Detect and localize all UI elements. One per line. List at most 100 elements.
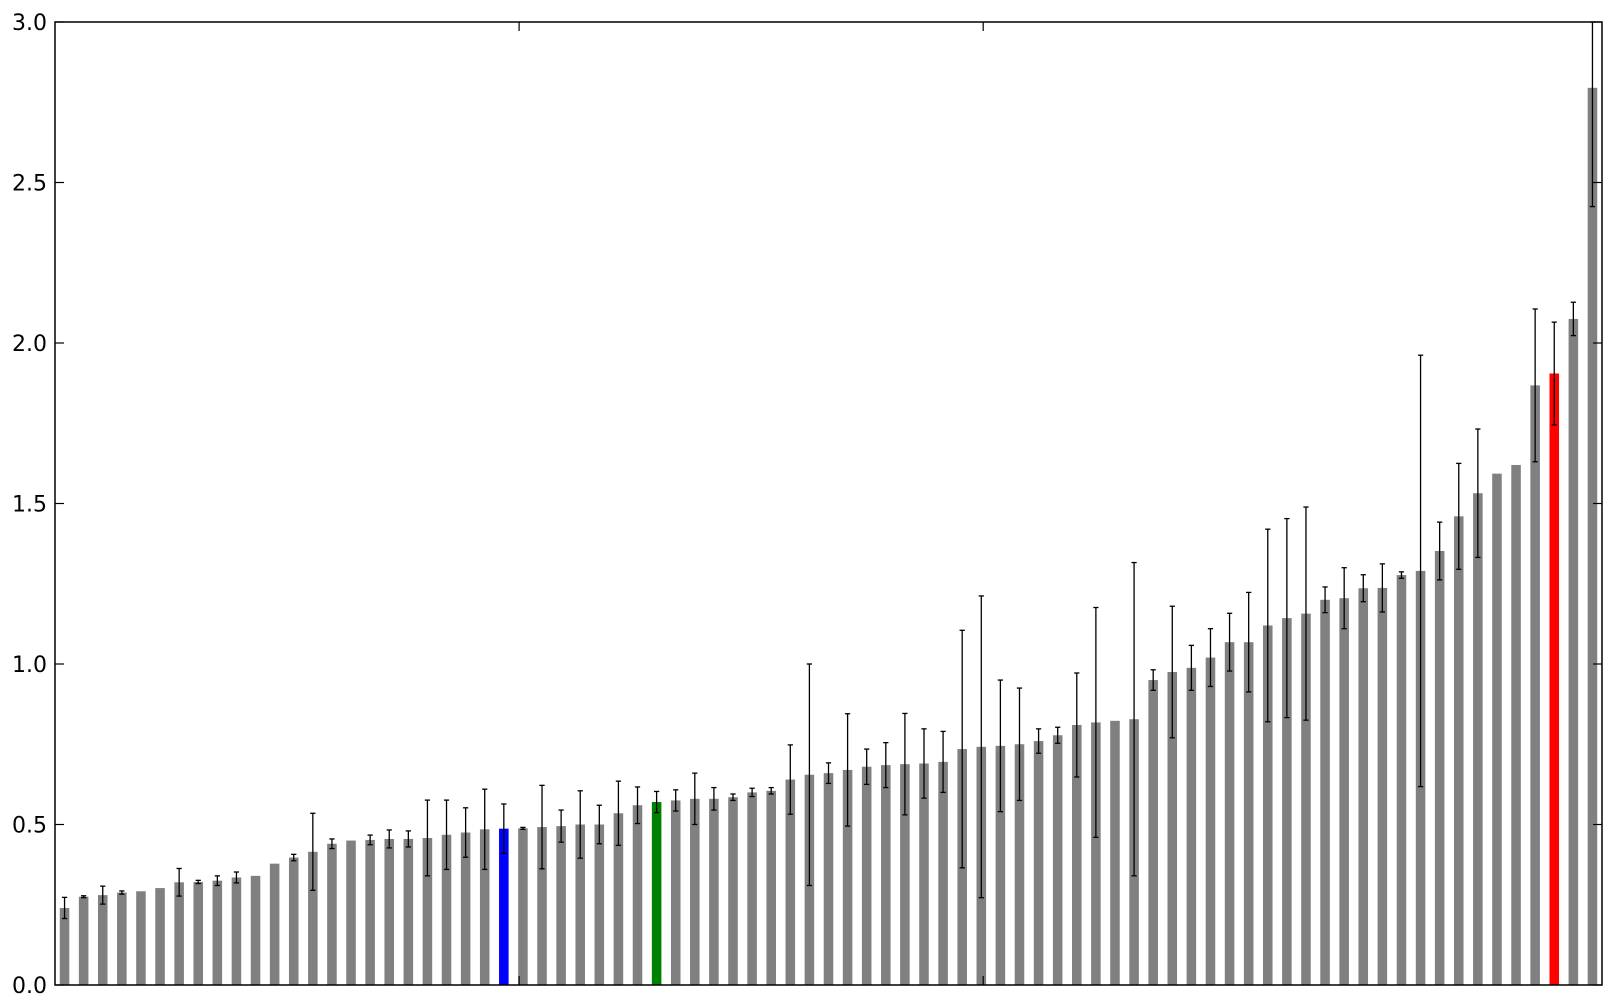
error-bar-52 [1055, 726, 1061, 744]
error-bar-0 [61, 896, 68, 920]
bar-1 [78, 896, 89, 985]
error-bar-24 [520, 826, 526, 830]
error-bar-8 [214, 875, 220, 887]
error-bar-40 [825, 762, 832, 785]
error-bar-49 [997, 679, 1004, 813]
error-bar-32 [673, 789, 679, 812]
error-bar-79 [1570, 301, 1576, 337]
bar-9 [231, 877, 242, 985]
bar-79 [1568, 318, 1579, 985]
error-bar-12 [291, 853, 297, 862]
bar-30 [632, 805, 643, 985]
bar-64 [1282, 618, 1292, 985]
bar-77 [1530, 385, 1540, 985]
y-axis-tick-labels: 0.0 0.5 1.0 1.5 2.0 2.5 3.0 [12, 11, 47, 999]
bar-10 [250, 875, 261, 985]
error-bar-65 [1303, 506, 1309, 721]
error-bar-56 [1131, 561, 1137, 877]
y-tick-label-2: 1.0 [12, 653, 47, 678]
error-bar-43 [883, 741, 889, 789]
error-bar-64 [1284, 517, 1290, 719]
bar-28 [594, 824, 605, 985]
error-bar-22 [482, 788, 488, 871]
y-tick-label-5: 2.5 [12, 172, 47, 197]
bar-27 [575, 824, 585, 985]
bar-14 [327, 843, 337, 985]
bar-45 [919, 763, 929, 985]
bar-46 [938, 761, 948, 985]
error-bar-78 [1551, 321, 1557, 426]
bar-37 [766, 790, 776, 985]
bar-16 [365, 839, 375, 985]
bars-group [59, 87, 1598, 986]
error-bar-61 [1226, 612, 1233, 672]
error-bar-21 [463, 807, 469, 858]
error-bar-31 [653, 790, 660, 814]
bar-0 [59, 907, 70, 985]
error-bar-1 [81, 895, 87, 899]
error-bar-34 [711, 786, 717, 811]
bar-17 [384, 838, 394, 985]
error-bar-14 [329, 838, 335, 850]
bar-80 [1587, 87, 1598, 985]
bar-43 [881, 765, 891, 985]
bar-69 [1377, 587, 1388, 985]
error-bar-33 [692, 772, 698, 826]
bar-75 [1492, 473, 1502, 985]
error-bar-19 [424, 799, 431, 877]
error-bar-47 [959, 629, 965, 869]
y-tick-label-4: 2.0 [12, 332, 47, 357]
error-bar-9 [233, 871, 240, 884]
error-bar-58 [1169, 605, 1175, 739]
y-tick-label-6: 3.0 [12, 11, 47, 36]
bar-62 [1243, 642, 1254, 985]
error-bar-63 [1265, 528, 1271, 723]
error-bar-20 [443, 799, 450, 871]
error-bar-73 [1456, 462, 1462, 570]
bar-4 [136, 891, 146, 985]
error-bar-35 [730, 793, 736, 802]
bar-15 [346, 840, 356, 985]
error-bar-69 [1379, 563, 1385, 613]
error-bar-77 [1532, 308, 1538, 463]
y-tick-label-1: 0.5 [12, 814, 47, 839]
bar-18 [403, 838, 414, 985]
bar-66 [1320, 599, 1330, 985]
bar-53 [1072, 724, 1082, 985]
bar-24 [518, 828, 528, 985]
error-bar-42 [864, 748, 870, 786]
error-bar-59 [1188, 644, 1194, 691]
error-bar-36 [749, 787, 755, 798]
bar-70 [1396, 575, 1407, 985]
error-bar-71 [1417, 354, 1424, 788]
error-bar-41 [844, 713, 851, 827]
bar-11 [269, 863, 280, 985]
error-bar-67 [1341, 567, 1347, 630]
error-bar-50 [1016, 687, 1023, 802]
bar-68 [1358, 588, 1369, 985]
bar-59 [1186, 667, 1197, 985]
error-bar-27 [577, 790, 583, 859]
bar-26 [556, 826, 566, 985]
error-bar-74 [1475, 428, 1481, 559]
bar-31 [651, 802, 662, 985]
error-bar-39 [806, 663, 813, 887]
bar-51 [1033, 741, 1044, 985]
bar-19 [422, 837, 433, 985]
bar-29 [613, 813, 624, 985]
error-bar-72 [1437, 521, 1443, 581]
error-bar-26 [558, 809, 564, 843]
error-bar-13 [310, 812, 316, 891]
bar-55 [1110, 720, 1120, 985]
bar-25 [537, 827, 547, 985]
bar-35 [728, 797, 738, 985]
axis-ticks-group [55, 21, 1602, 986]
bar-63 [1263, 625, 1273, 985]
error-bar-29 [615, 780, 622, 847]
error-bars-group [61, 21, 1596, 920]
error-bar-54 [1093, 606, 1099, 838]
bar-61 [1224, 642, 1235, 985]
bar-12 [288, 857, 299, 985]
bar-38 [785, 779, 796, 985]
